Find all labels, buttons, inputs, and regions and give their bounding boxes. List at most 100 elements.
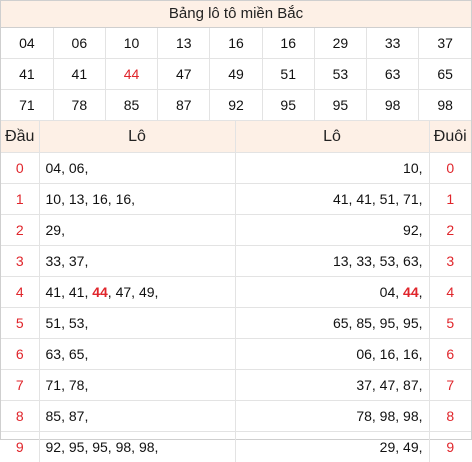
number-cell: 85 bbox=[105, 90, 157, 121]
lo-number: 87 bbox=[69, 408, 85, 424]
lo-left-cell: 29, bbox=[39, 215, 235, 246]
lo-right-cell: 13, 33, 53, 63, bbox=[235, 246, 429, 277]
lo-number: 98 bbox=[403, 408, 419, 424]
duoi-digit: 5 bbox=[429, 308, 471, 339]
lo-number: 53 bbox=[69, 315, 85, 331]
lo-number: 41 bbox=[356, 191, 372, 207]
dau-digit: 4 bbox=[1, 277, 39, 308]
number-cell: 29 bbox=[314, 28, 366, 59]
lo-number: 16 bbox=[403, 346, 419, 362]
dau-digit: 1 bbox=[1, 184, 39, 215]
lo-right-cell: 04, 44, bbox=[235, 277, 429, 308]
lo-number: 92 bbox=[403, 222, 419, 238]
lo-number: 98 bbox=[380, 408, 396, 424]
lo-number: 65 bbox=[333, 315, 349, 331]
lo-right-cell: 78, 98, 98, bbox=[235, 401, 429, 432]
lo-number: 95 bbox=[92, 439, 108, 455]
number-cell: 63 bbox=[367, 59, 419, 90]
lo-number: 41 bbox=[333, 191, 349, 207]
lo-number: 16 bbox=[380, 346, 396, 362]
number-cell: 53 bbox=[314, 59, 366, 90]
lo-left-cell: 92, 95, 95, 98, 98, bbox=[39, 432, 235, 462]
lo-left-cell: 10, 13, 16, 16, bbox=[39, 184, 235, 215]
lo-number: 85 bbox=[356, 315, 372, 331]
number-cell: 49 bbox=[210, 59, 262, 90]
duoi-digit: 6 bbox=[429, 339, 471, 370]
number-cell: 47 bbox=[158, 59, 210, 90]
lo-number: 51 bbox=[380, 191, 396, 207]
duoi-digit: 2 bbox=[429, 215, 471, 246]
duoi-digit: 1 bbox=[429, 184, 471, 215]
lo-number: 16 bbox=[116, 191, 132, 207]
lo-number: 10 bbox=[46, 191, 62, 207]
number-cell: 16 bbox=[210, 28, 262, 59]
lo-number: 51 bbox=[46, 315, 62, 331]
lo-right-cell: 65, 85, 95, 95, bbox=[235, 308, 429, 339]
number-cell: 37 bbox=[419, 28, 471, 59]
number-cell: 98 bbox=[367, 90, 419, 121]
number-cell: 04 bbox=[1, 28, 53, 59]
lo-number: 87 bbox=[403, 377, 419, 393]
duoi-digit: 9 bbox=[429, 432, 471, 462]
lo-number: 06 bbox=[69, 160, 85, 176]
lo-number: 16 bbox=[92, 191, 108, 207]
lo-number: 47 bbox=[116, 284, 132, 300]
number-cell: 16 bbox=[262, 28, 314, 59]
lo-number: 65 bbox=[69, 346, 85, 362]
lo-number: 04 bbox=[380, 284, 396, 300]
number-cell: 95 bbox=[262, 90, 314, 121]
lo-number: 44 bbox=[92, 284, 108, 300]
lo-number: 53 bbox=[380, 253, 396, 269]
lo-right-cell: 29, 49, bbox=[235, 432, 429, 462]
lo-left-cell: 33, 37, bbox=[39, 246, 235, 277]
lo-number: 04 bbox=[46, 160, 62, 176]
dau-digit: 3 bbox=[1, 246, 39, 277]
lo-number: 71 bbox=[46, 377, 62, 393]
lo-number: 41 bbox=[69, 284, 85, 300]
number-cell: 41 bbox=[1, 59, 53, 90]
lo-number: 78 bbox=[69, 377, 85, 393]
lo-number: 44 bbox=[403, 284, 419, 300]
lo-right-cell: 06, 16, 16, bbox=[235, 339, 429, 370]
number-cell: 92 bbox=[210, 90, 262, 121]
lo-number: 49 bbox=[403, 439, 419, 455]
lo-number: 29 bbox=[46, 222, 62, 238]
lo-number: 95 bbox=[69, 439, 85, 455]
dau-digit: 2 bbox=[1, 215, 39, 246]
lo-number: 41 bbox=[46, 284, 62, 300]
dau-digit: 0 bbox=[1, 153, 39, 184]
number-cell: 13 bbox=[158, 28, 210, 59]
header-lo-right: Lô bbox=[235, 121, 429, 153]
lo-left-cell: 04, 06, bbox=[39, 153, 235, 184]
duoi-digit: 7 bbox=[429, 370, 471, 401]
lo-number: 33 bbox=[356, 253, 372, 269]
lo-number: 63 bbox=[46, 346, 62, 362]
lo-number: 78 bbox=[356, 408, 372, 424]
number-cell: 95 bbox=[314, 90, 366, 121]
lo-right-cell: 10, bbox=[235, 153, 429, 184]
duoi-digit: 0 bbox=[429, 153, 471, 184]
header-lo-left: Lô bbox=[39, 121, 235, 153]
lo-table-header: Đầu Lô Lô Đuôi bbox=[1, 121, 471, 153]
dau-digit: 9 bbox=[1, 432, 39, 462]
number-cell: 06 bbox=[53, 28, 105, 59]
lo-left-cell: 51, 53, bbox=[39, 308, 235, 339]
lo-number: 85 bbox=[46, 408, 62, 424]
dau-digit: 7 bbox=[1, 370, 39, 401]
lo-number: 95 bbox=[403, 315, 419, 331]
lo-number: 95 bbox=[380, 315, 396, 331]
lo-number: 06 bbox=[356, 346, 372, 362]
